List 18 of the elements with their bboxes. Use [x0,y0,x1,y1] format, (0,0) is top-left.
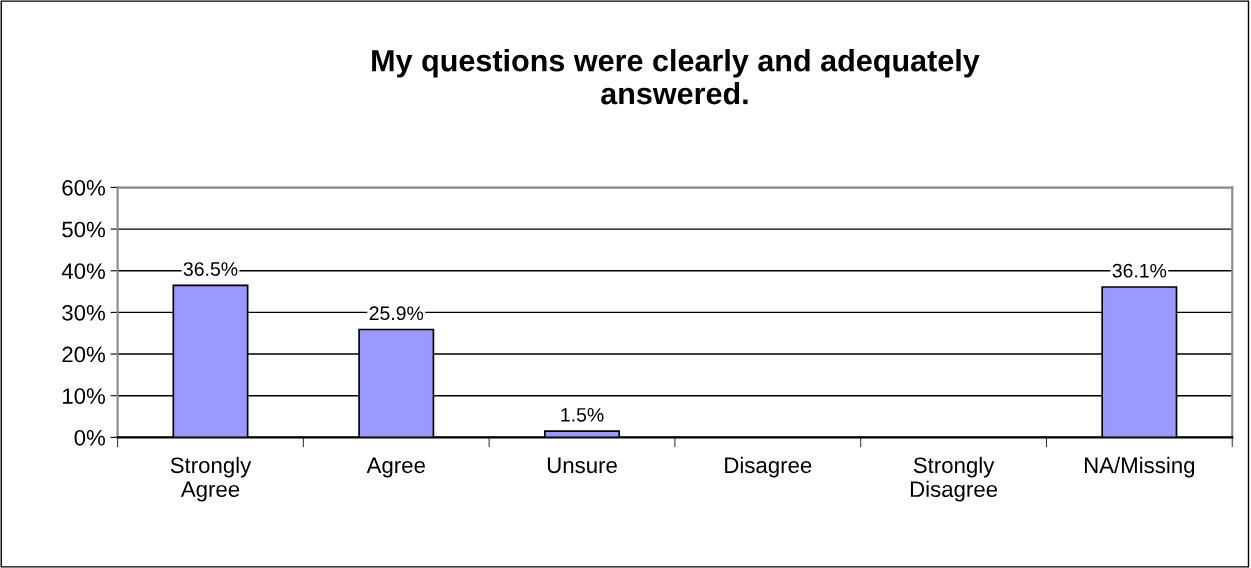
data-label: 1.5% [561,408,604,422]
y-tick-label: 60% [62,179,105,196]
data-label: 25.9% [369,306,424,321]
x-tick-label: Unsure [547,457,617,474]
x-tick-label: Disagree [725,456,812,478]
y-tick-label: 40% [61,263,105,280]
data-label: 36.1% [1112,263,1167,278]
y-tick-label: 0% [74,429,105,446]
y-tick-label: 30% [62,304,105,321]
x-tick-label: Strongly Agree [170,456,252,502]
y-tick-label: 50% [62,221,105,238]
data-label: 36.5% [183,262,238,276]
y-tick-label: 10% [63,388,105,404]
x-tick-label: NA/Missing [1084,456,1195,478]
y-tick-label: 20% [62,346,105,363]
chart-title: My questions were clearly and adequately answered. [372,49,980,105]
x-tick-label: Agree [366,457,425,478]
x-tick-label: Strongly Disagree [910,456,998,502]
